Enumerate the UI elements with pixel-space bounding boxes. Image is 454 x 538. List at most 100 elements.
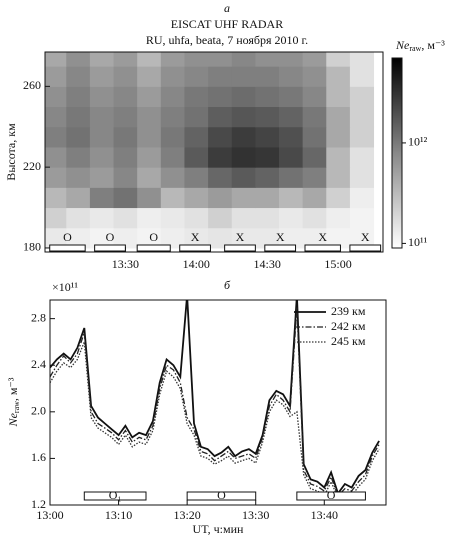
heat-cell	[349, 207, 375, 229]
heat-cell	[326, 167, 351, 188]
heat-cell	[160, 66, 185, 87]
heat-cell	[255, 207, 280, 229]
heat-cell	[184, 126, 209, 148]
plots: 180 220 260 13:30 14:00 14:30 15:00 O O O X X X X X 10¹…	[23, 51, 428, 522]
heat-cell	[279, 126, 304, 148]
mode-label: X	[318, 230, 327, 244]
mode-label: O	[217, 488, 226, 502]
y-axis-label: Neraw, м⁻³	[6, 377, 21, 427]
x-tick-label: 13:10	[105, 508, 132, 522]
y-tick-label: 220	[23, 159, 41, 173]
heat-cell	[302, 227, 327, 249]
heat-cell	[231, 207, 256, 229]
y-axis-label: Высота, км	[4, 123, 18, 181]
heat-cell	[137, 126, 162, 148]
heat-cell	[326, 52, 351, 67]
x-tick-label: 15:00	[324, 257, 351, 271]
heat-cell	[137, 146, 162, 168]
heat-cell	[302, 167, 327, 188]
heat-cell	[349, 227, 375, 249]
heat-cell	[279, 52, 304, 67]
heat-cell	[255, 146, 280, 168]
heat-cell	[113, 187, 138, 209]
y-label-main: Ne	[6, 412, 20, 427]
x-tick-label: 13:40	[311, 508, 338, 522]
colorbar	[391, 57, 403, 249]
heat-cell	[279, 167, 304, 188]
mode-label: X	[236, 230, 245, 244]
heat-cell	[45, 167, 67, 188]
heat-cell	[66, 86, 91, 108]
heat-cell	[326, 106, 351, 128]
heat-cell	[66, 227, 91, 249]
heat-cell	[137, 86, 162, 108]
heat-cell	[208, 207, 233, 229]
heat-cell	[184, 66, 209, 87]
colorbar-label-unit: , м⁻³	[421, 38, 445, 52]
heat-cell	[208, 187, 233, 209]
heat-cell	[326, 126, 351, 148]
mode-box	[83, 491, 147, 501]
heat-cell	[113, 106, 138, 128]
heat-cell	[113, 86, 138, 108]
heat-cell	[45, 126, 67, 148]
heat-cell	[45, 207, 67, 229]
heat-cell	[279, 187, 304, 209]
heat-cell	[255, 126, 280, 148]
heat-cell	[208, 227, 233, 249]
heat-cell	[113, 207, 138, 229]
heat-cell	[66, 167, 91, 188]
heat-cell	[255, 52, 280, 67]
y-tick-label: 2.0	[31, 404, 46, 418]
heat-cell	[89, 146, 115, 168]
y-tick-label: 180	[23, 240, 41, 254]
heat-cell	[208, 167, 233, 188]
mode-label: X	[276, 230, 285, 244]
heat-cell	[113, 227, 138, 249]
heat-cell	[66, 146, 91, 168]
mode-label: O₁	[109, 488, 122, 502]
mode-box	[179, 244, 211, 252]
heat-cell	[349, 86, 375, 108]
plot-frame	[49, 299, 387, 506]
heat-cell	[326, 227, 351, 249]
heat-cell	[279, 207, 304, 229]
heat-cell	[137, 52, 162, 67]
mode-box	[349, 244, 382, 252]
panel-label: а	[224, 1, 230, 15]
heat-cell	[45, 227, 67, 249]
heat-cell	[231, 167, 256, 188]
heat-cell	[45, 86, 67, 108]
heat-cell	[45, 66, 67, 87]
heat-cell	[279, 146, 304, 168]
heat-cell	[208, 52, 233, 67]
lines	[50, 300, 380, 499]
heat-cell	[231, 86, 256, 108]
y-label-unit: , м⁻³	[6, 377, 20, 401]
heat-cell	[160, 207, 185, 229]
heat-cell	[184, 207, 209, 229]
heat-cell	[184, 86, 209, 108]
heat-cell	[208, 66, 233, 87]
x-tick-label: 13:30	[242, 508, 269, 522]
heat-cell	[231, 227, 256, 249]
x-tick-label: 13:30	[112, 257, 139, 271]
heat-cell	[160, 187, 185, 209]
heat-cell	[279, 86, 304, 108]
heat-cell	[208, 126, 233, 148]
multiplier: ×10¹¹	[52, 280, 78, 294]
heat-cell	[45, 52, 67, 67]
heat-cell	[184, 146, 209, 168]
series-line	[50, 300, 380, 496]
heat-cell	[160, 167, 185, 188]
heat-cell	[231, 146, 256, 168]
panel-label: б	[224, 278, 231, 292]
colorbar-tick-label: 10¹¹	[408, 235, 428, 249]
heat-cell	[66, 207, 91, 229]
heat-cell	[137, 66, 162, 87]
y-tick-label: 1.2	[31, 497, 46, 511]
y-tick-label: 260	[23, 78, 41, 92]
y-label-sub: raw	[12, 401, 21, 413]
heat-cell	[137, 227, 162, 249]
mode-box	[94, 244, 126, 252]
